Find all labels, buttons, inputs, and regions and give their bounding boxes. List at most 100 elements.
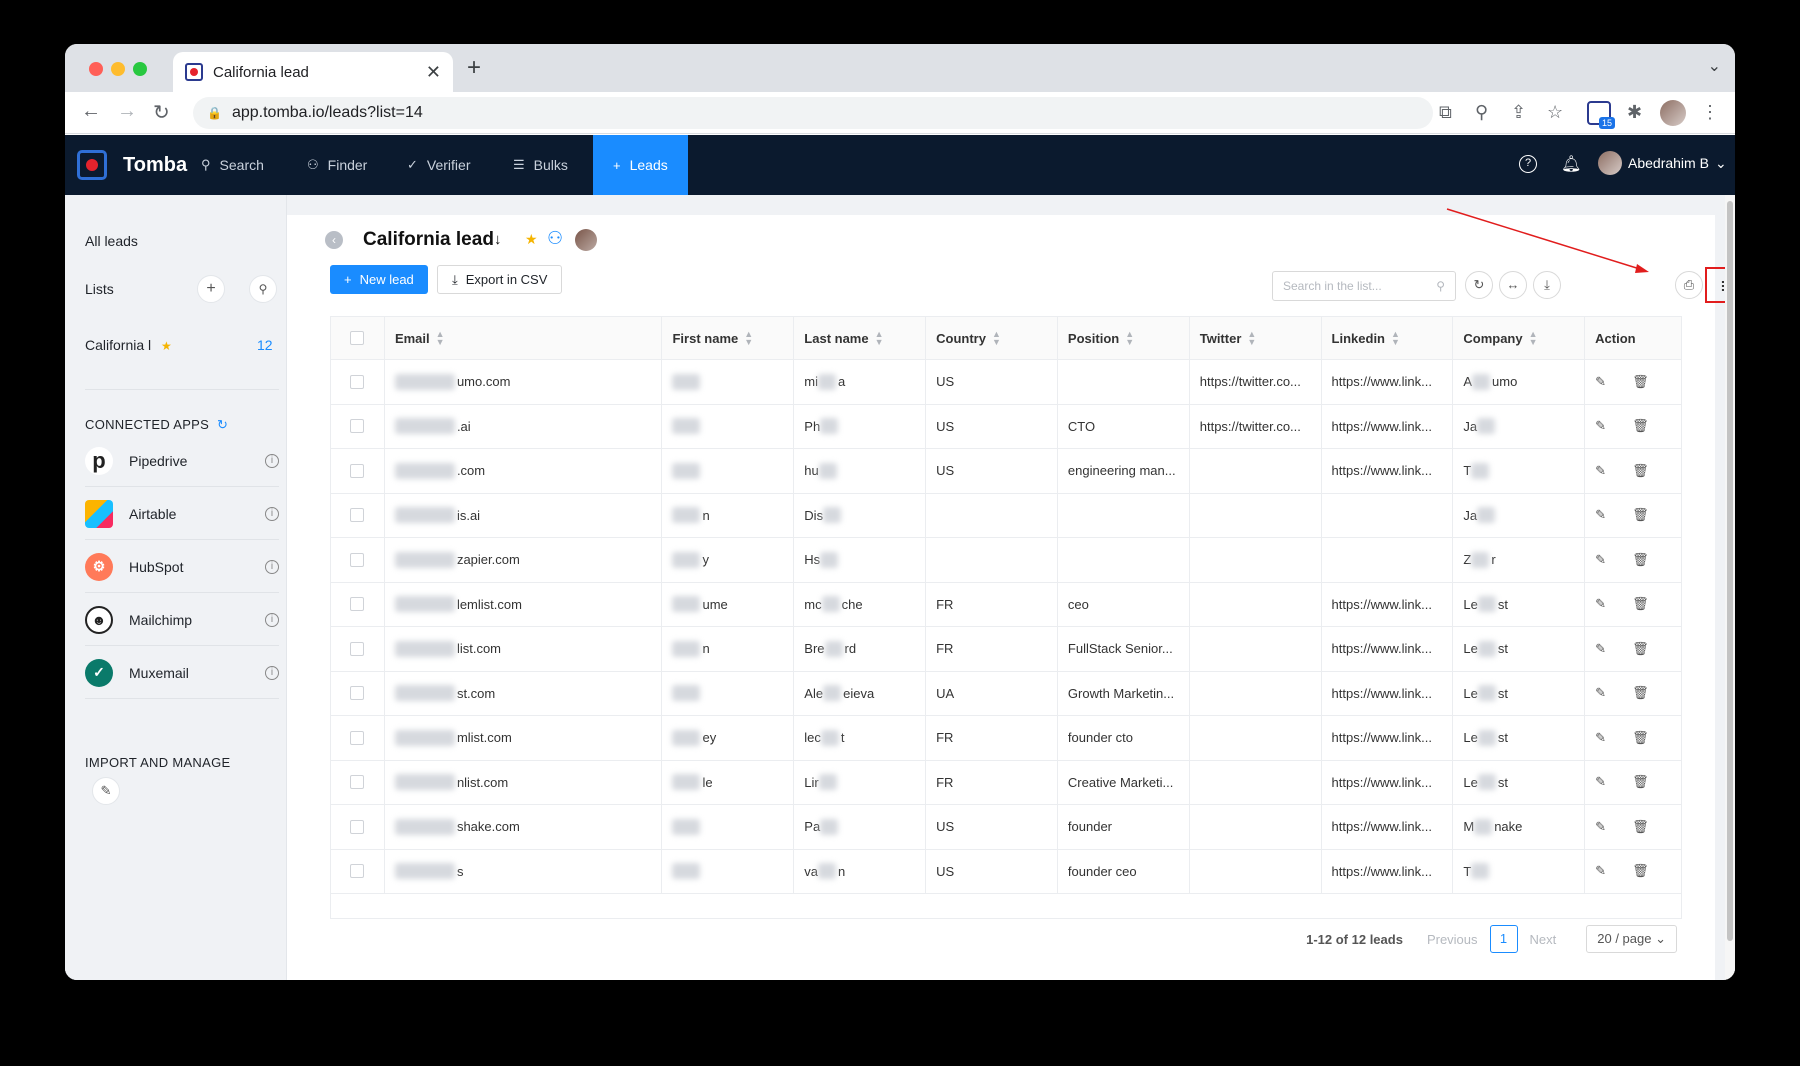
trash-icon[interactable]: 🗑︎	[1632, 774, 1649, 790]
print-button[interactable]: ⎙	[1675, 271, 1703, 299]
table-row[interactable]: shake.com Pa US founder https://www.link... M…	[331, 805, 1681, 850]
app-pipedrive[interactable]: p Pipedrive i	[85, 435, 279, 487]
edit-icon[interactable]: ✎	[1595, 596, 1607, 612]
nav-verifier[interactable]: ✓ Verifier	[407, 135, 470, 195]
next-page-button[interactable]: Next	[1529, 931, 1557, 947]
select-all-checkbox[interactable]	[350, 331, 365, 345]
tomba-extension-icon[interactable]: 15	[1587, 101, 1615, 129]
column-header-email[interactable]: Email ▲ ▼	[385, 317, 663, 359]
twitter-cell[interactable]	[1190, 716, 1322, 760]
edit-icon[interactable]: ✎	[1595, 373, 1607, 389]
info-icon[interactable]: i	[265, 506, 279, 521]
nav-search[interactable]: ⚲ Search	[201, 135, 264, 195]
brand-name[interactable]: Tomba	[123, 154, 188, 176]
trash-icon[interactable]: 🗑︎	[1632, 863, 1649, 879]
twitter-cell[interactable]	[1190, 449, 1322, 493]
new-tab-button[interactable]: +	[467, 54, 482, 81]
table-row[interactable]: list.com n Bre rd FR FullStack Senior... https…	[331, 627, 1681, 672]
linkedin-cell[interactable]: https://www.link...	[1322, 849, 1454, 893]
bookmark-star-icon[interactable]: ☆	[1547, 102, 1564, 122]
bell-icon[interactable]: 🔔︎	[1561, 156, 1582, 173]
twitter-cell[interactable]	[1190, 493, 1322, 537]
linkedin-cell[interactable]: https://www.link...	[1322, 404, 1454, 448]
page-scrollbar[interactable]	[1725, 195, 1735, 980]
edit-icon[interactable]: ✎	[1595, 685, 1607, 701]
search-lists-button[interactable]: ⚲	[249, 275, 277, 303]
column-header-last-name[interactable]: Last name ▲ ▼	[794, 317, 927, 359]
app-mailchimp[interactable]: ☻ Mailchimp i	[85, 594, 279, 646]
table-row[interactable]: lemlist.com ume mc che FR ceo https://www.link…	[331, 582, 1681, 627]
browser-menu-icon[interactable]: ⋮	[1701, 102, 1719, 122]
linkedin-cell[interactable]: https://www.link...	[1322, 671, 1454, 715]
row-checkbox[interactable]	[350, 864, 365, 879]
linkedin-link[interactable]: https://www.link...	[1331, 641, 1432, 657]
linkedin-link[interactable]: https://www.link...	[1331, 730, 1432, 746]
linkedin-link[interactable]: https://www.link...	[1331, 774, 1432, 790]
maximize-window-button[interactable]	[133, 62, 147, 76]
user-menu[interactable]: Abedrahim B ⌄	[1598, 151, 1727, 175]
app-hubspot[interactable]: ⚙ HubSpot i	[85, 541, 279, 593]
trash-icon[interactable]: 🗑︎	[1632, 640, 1649, 656]
edit-icon[interactable]: ✎	[1595, 729, 1607, 745]
edit-icon[interactable]: ✎	[1595, 640, 1607, 656]
linkedin-link[interactable]: https://www.link...	[1331, 685, 1432, 701]
trash-icon[interactable]: 🗑︎	[1632, 462, 1649, 478]
app-airtable[interactable]: Airtable i	[85, 488, 279, 540]
columns-grid-icon[interactable]: ⠿	[1711, 273, 1735, 301]
download-button[interactable]: ⤓	[1533, 271, 1561, 299]
browser-profile-avatar[interactable]	[1660, 100, 1686, 126]
table-row[interactable]: is.ai n Dis Ja ✎ 🗑︎	[331, 493, 1681, 538]
twitter-link[interactable]: https://twitter.co...	[1199, 374, 1301, 390]
edit-icon[interactable]: ✎	[1595, 818, 1607, 834]
back-arrow-icon[interactable]: ←	[81, 100, 101, 122]
nav-finder[interactable]: ⚇ Finder	[307, 135, 367, 195]
linkedin-link[interactable]: https://www.link...	[1331, 418, 1432, 434]
column-header-linkedin[interactable]: Linkedin ▲ ▼	[1322, 317, 1454, 359]
twitter-cell[interactable]	[1190, 627, 1322, 671]
minimize-window-button[interactable]	[111, 62, 125, 76]
linkedin-cell[interactable]: https://www.link...	[1322, 805, 1454, 849]
twitter-cell[interactable]: https://twitter.co...	[1190, 404, 1322, 448]
trash-icon[interactable]: 🗑︎	[1632, 685, 1649, 701]
info-icon[interactable]: i	[265, 612, 279, 627]
row-checkbox[interactable]	[350, 641, 365, 656]
info-icon[interactable]: i	[265, 559, 279, 574]
table-row[interactable]: nlist.com le Lir FR Creative Marketi... https…	[331, 760, 1681, 805]
nav-leads[interactable]: + Leads	[593, 135, 688, 195]
row-checkbox[interactable]	[350, 597, 365, 612]
linkedin-cell[interactable]: https://www.link...	[1322, 716, 1454, 760]
table-row[interactable]: mlist.com ey lec t FR founder cto https://www.…	[331, 716, 1681, 761]
twitter-cell[interactable]: https://twitter.co...	[1190, 360, 1322, 404]
linkedin-cell[interactable]: https://www.link...	[1322, 360, 1454, 404]
twitter-link[interactable]: https://twitter.co...	[1199, 418, 1301, 434]
table-row[interactable]: umo.com mi a US https://twitter.co... https:/…	[331, 360, 1681, 405]
open-external-icon[interactable]: ⧉	[1439, 102, 1452, 122]
forward-arrow-icon[interactable]: →	[117, 100, 137, 122]
row-checkbox[interactable]	[350, 419, 365, 434]
rename-arrow-icon[interactable]: ↓	[494, 231, 502, 248]
linkedin-link[interactable]: https://www.link...	[1331, 463, 1432, 479]
column-header-company[interactable]: Company ▲ ▼	[1453, 317, 1586, 359]
extensions-puzzle-icon[interactable]: ✱	[1627, 102, 1643, 122]
share-icon[interactable]: ⇪	[1511, 102, 1527, 122]
linkedin-cell[interactable]: https://www.link...	[1322, 449, 1454, 493]
row-checkbox[interactable]	[350, 508, 365, 523]
column-header-twitter[interactable]: Twitter ▲ ▼	[1190, 317, 1322, 359]
tab-close-icon[interactable]: ✕	[425, 61, 441, 82]
sidebar-item-california[interactable]: California l ★	[85, 337, 172, 353]
column-width-button[interactable]: ↔	[1499, 271, 1527, 299]
scroll-thumb[interactable]	[1727, 201, 1733, 941]
linkedin-cell[interactable]	[1322, 538, 1454, 582]
trash-icon[interactable]: 🗑︎	[1632, 373, 1649, 389]
linkedin-cell[interactable]: https://www.link...	[1322, 627, 1454, 671]
browser-tab[interactable]: California lead ✕	[173, 52, 453, 92]
export-csv-button[interactable]: ⤓ Export in CSV	[437, 265, 563, 294]
page-size-select[interactable]: 20 / page ⌄	[1586, 925, 1677, 953]
edit-import-button[interactable]: ✎	[92, 777, 120, 805]
column-header-position[interactable]: Position ▲ ▼	[1058, 317, 1190, 359]
refresh-icon[interactable]: ↻	[217, 417, 229, 432]
edit-icon[interactable]: ✎	[1595, 462, 1607, 478]
new-lead-button[interactable]: + New lead	[330, 265, 428, 294]
share-users-icon[interactable]: ⚇	[547, 228, 564, 248]
